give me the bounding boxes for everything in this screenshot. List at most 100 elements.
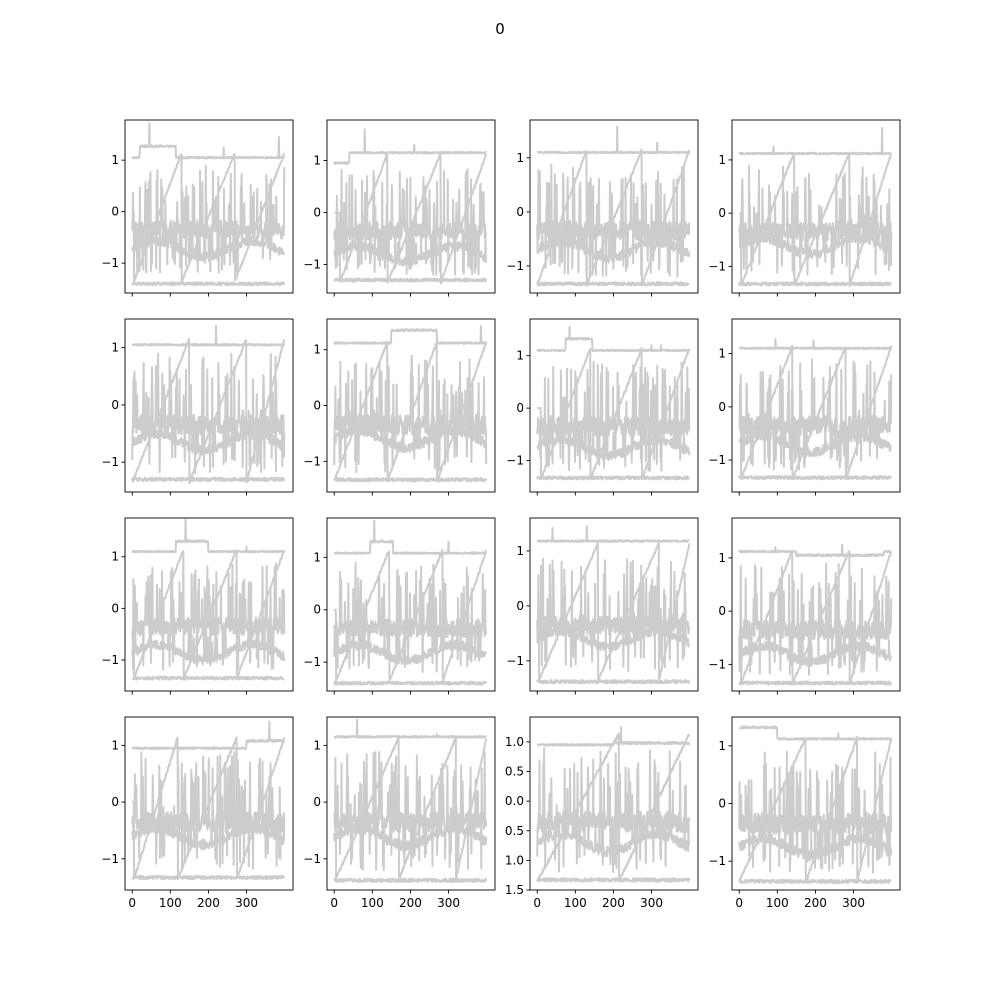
series-upper-level [333, 718, 487, 739]
series-sawtooth [131, 736, 286, 880]
series-upper-level [131, 518, 285, 554]
y-tick-label: 1 [516, 349, 524, 363]
series-middle-band [333, 802, 488, 852]
series-spiky [131, 751, 286, 870]
y-tick-label: 1.0 [505, 735, 524, 749]
axes-frame [731, 119, 901, 294]
y-tick-label: 0 [718, 206, 726, 220]
y-tick-label: 1 [718, 551, 726, 565]
series-sawtooth [536, 347, 691, 481]
series-sawtooth [333, 548, 488, 683]
x-tick-label: 300 [235, 896, 258, 910]
y-tick-label: 0 [111, 398, 119, 412]
series-sawtooth [536, 732, 691, 883]
series-middle-band [738, 809, 893, 862]
series-sawtooth [333, 340, 488, 483]
series-sawtooth [131, 337, 286, 485]
series-middle-band [536, 414, 691, 461]
series-sawtooth [738, 151, 892, 288]
axes-frame [731, 318, 901, 493]
y-tick-label: 1 [111, 153, 119, 167]
y-tick-label: 1 [313, 154, 321, 168]
series-sawtooth [738, 549, 893, 685]
panel-1-2: 1 0 −1 [303, 119, 496, 297]
y-tick-label: 1 [313, 343, 321, 357]
axes-frame [124, 318, 294, 493]
axes-frame [124, 517, 294, 692]
x-tick-label: 300 [437, 896, 460, 910]
y-tick-label: 0 [718, 604, 726, 618]
series-middle-band [131, 620, 286, 666]
panel-grid: 1 0 −1 1 0 −1 1 0 −1 1 0 −1 1 0 −1 1 0 −1 1 0 −1 1 0 −1 1 0 −1 1 0 −1… [101, 119, 901, 910]
panel-4-4: 1 0 −1 0 100 200 300 [708, 716, 901, 910]
series-sawtooth [333, 735, 488, 881]
x-tick-label: 100 [766, 896, 789, 910]
series-group [738, 337, 893, 481]
series-middle-band [738, 624, 893, 667]
series-lower-level [738, 281, 892, 287]
y-tick-label: 1.0 [505, 853, 524, 867]
y-tick-label: 0 [718, 797, 726, 811]
series-group [131, 324, 286, 485]
y-tick-label: 1 [111, 550, 119, 564]
axes-frame [731, 517, 901, 692]
x-tick-label: 100 [159, 896, 182, 910]
panel-4-2: 1 0 −1 0 100 200 300 [303, 716, 496, 910]
series-group [333, 519, 488, 686]
axes-frame [529, 716, 699, 891]
x-tick-label: 300 [640, 896, 663, 910]
series-sawtooth [536, 148, 691, 288]
series-upper-level [738, 543, 892, 558]
series-middle-band [333, 403, 488, 454]
y-tick-label: −1 [506, 654, 524, 668]
series-upper-level [131, 122, 286, 160]
series-middle-band [738, 212, 893, 260]
y-tick-label: 1 [313, 738, 321, 752]
y-tick-label: 0 [313, 795, 321, 809]
y-tick-label: −1 [708, 453, 726, 467]
series-lower-level [333, 680, 488, 686]
y-tick-label: −1 [303, 257, 321, 271]
panel-3-3: 1 0 −1 [506, 517, 699, 695]
series-lower-level [131, 874, 286, 881]
series-sawtooth [131, 549, 286, 679]
series-sawtooth [333, 152, 488, 285]
series-middle-band [738, 409, 893, 458]
series-upper-level [333, 128, 487, 166]
y-tick-label: 0 [516, 599, 524, 613]
x-tick-label: 200 [399, 896, 422, 910]
axes-frame [529, 318, 699, 493]
series-upper-level [738, 725, 892, 741]
series-upper-level [131, 720, 286, 750]
y-tick-label: 0 [516, 401, 524, 415]
axes-frame [529, 517, 699, 692]
y-tick-label: 1.5 [505, 883, 524, 897]
x-tick-label: 200 [602, 896, 625, 910]
y-tick-label: 0.5 [505, 824, 524, 838]
series-sawtooth [738, 344, 893, 481]
axes-frame [529, 119, 699, 294]
y-tick-label: 1 [718, 739, 726, 753]
series-lower-level [333, 277, 488, 283]
panel-3-4: 1 0 −1 [708, 517, 901, 695]
panel-1-3: 1 0 −1 [506, 119, 699, 297]
y-tick-label: −1 [708, 657, 726, 671]
y-tick-label: 1 [718, 347, 726, 361]
series-middle-band [333, 223, 488, 267]
series-spiky [131, 164, 286, 274]
series-sawtooth [536, 542, 691, 683]
series-group [333, 325, 488, 483]
figure-title: 0 [495, 20, 505, 38]
y-tick-label: 0 [718, 400, 726, 414]
y-tick-label: −1 [506, 259, 524, 273]
axes-frame [326, 119, 496, 294]
series-group [738, 543, 893, 686]
panel-2-4: 1 0 −1 [708, 318, 901, 496]
y-tick-label: −1 [101, 256, 119, 270]
axes-frame [124, 716, 294, 891]
y-tick-label: 0 [516, 205, 524, 219]
series-group [738, 725, 893, 885]
series-spiky [536, 557, 691, 673]
y-tick-label: 1 [718, 153, 726, 167]
